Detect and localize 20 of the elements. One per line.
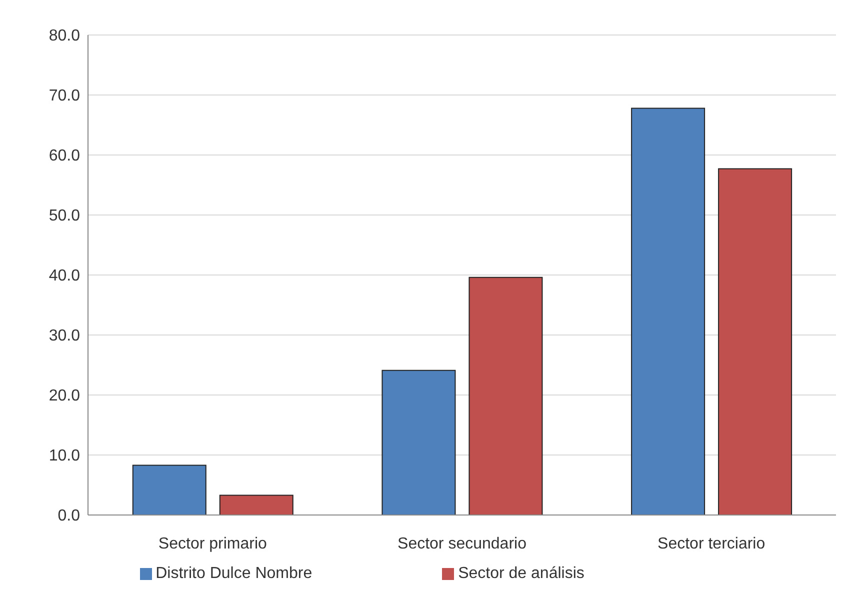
legend-label: Distrito Dulce Nombre bbox=[156, 565, 312, 582]
y-tick-label: 0.0 bbox=[58, 508, 80, 525]
bar bbox=[382, 370, 456, 515]
y-tick-label: 50.0 bbox=[48, 208, 80, 225]
y-tick-label: 40.0 bbox=[48, 268, 80, 285]
y-tick-label: 20.0 bbox=[48, 388, 80, 405]
x-tick-label: Sector terciario bbox=[658, 535, 766, 552]
bar bbox=[219, 494, 294, 515]
x-tick-label: Sector secundario bbox=[398, 535, 527, 552]
legend-label: Sector de análisis bbox=[458, 565, 584, 582]
bar bbox=[718, 168, 792, 515]
bar bbox=[132, 464, 206, 515]
y-tick-label: 80.0 bbox=[48, 28, 80, 45]
y-tick-label: 60.0 bbox=[48, 148, 80, 165]
y-tick-label: 30.0 bbox=[48, 328, 80, 345]
y-tick-label: 10.0 bbox=[48, 448, 80, 465]
x-tick-label: Sector primario bbox=[158, 535, 268, 552]
y-tick-label: 70.0 bbox=[48, 88, 80, 105]
bar bbox=[468, 276, 543, 515]
bar bbox=[631, 108, 706, 515]
